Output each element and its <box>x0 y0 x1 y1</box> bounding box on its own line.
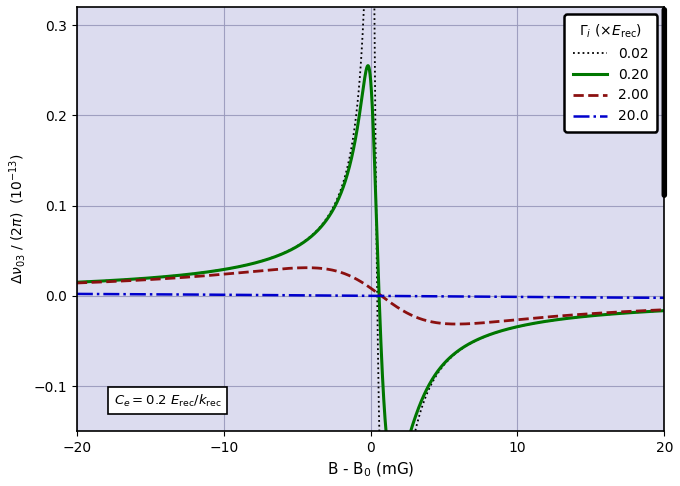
0.02 <box>643 309 651 314</box>
2.00 <box>660 307 668 312</box>
Line: 0.02: 0.02 <box>77 0 664 486</box>
20.0 <box>352 293 360 298</box>
0.02 <box>660 308 668 313</box>
2.00 <box>352 276 360 282</box>
2.00 <box>320 266 328 272</box>
0.02 <box>73 279 81 285</box>
Y-axis label: $\Delta\nu_{03}$ / (2$\pi$)  (10$^{-13}$): $\Delta\nu_{03}$ / (2$\pi$) (10$^{-13}$) <box>7 154 28 284</box>
20.0 <box>320 293 328 298</box>
20.0 <box>660 295 668 301</box>
2.00 <box>303 265 311 271</box>
0.20 <box>660 308 668 313</box>
0.02 <box>352 114 360 120</box>
Line: 0.20: 0.20 <box>77 66 664 472</box>
20.0 <box>500 294 508 300</box>
Legend: 0.02, 0.20, 2.00, 20.0: 0.02, 0.20, 2.00, 20.0 <box>564 14 658 132</box>
0.20 <box>324 214 333 220</box>
0.20 <box>390 469 398 475</box>
20.0 <box>73 291 81 297</box>
0.02 <box>320 220 328 226</box>
0.02 <box>324 213 333 219</box>
20.0 <box>613 295 621 300</box>
Line: 2.00: 2.00 <box>77 268 664 324</box>
Text: $C_e = 0.2\ E_{\rm rec}/k_{\rm rec}$: $C_e = 0.2\ E_{\rm rec}/k_{\rm rec}$ <box>114 393 221 409</box>
2.00 <box>613 309 622 315</box>
2.00 <box>324 266 333 272</box>
0.20 <box>500 327 508 333</box>
2.00 <box>500 318 508 324</box>
0.20 <box>613 311 622 316</box>
0.20 <box>320 221 328 226</box>
0.02 <box>500 327 508 333</box>
0.20 <box>352 133 360 139</box>
2.00 <box>643 308 651 313</box>
0.20 <box>643 309 651 314</box>
2.00 <box>453 321 461 327</box>
0.20 <box>364 63 372 69</box>
Line: 20.0: 20.0 <box>77 294 664 298</box>
0.02 <box>613 311 622 316</box>
20.0 <box>324 293 333 298</box>
2.00 <box>73 280 81 286</box>
X-axis label: B - B$_0$ (mG): B - B$_0$ (mG) <box>327 461 414 479</box>
0.20 <box>73 279 81 285</box>
20.0 <box>642 295 650 301</box>
